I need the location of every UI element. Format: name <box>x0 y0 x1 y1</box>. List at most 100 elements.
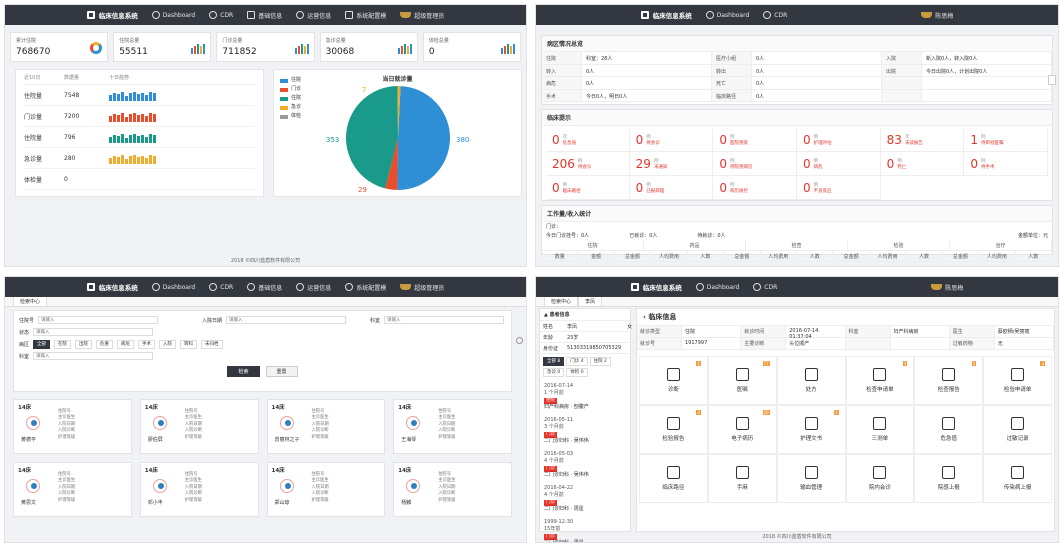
brand[interactable]: 临床信息系统 <box>86 282 138 292</box>
timeline-item[interactable]: 2016-04-22 4 个月前 门诊 二门诊妇科 · 周星 <box>540 482 630 516</box>
dept-select[interactable]: 请输入 <box>33 352 154 360</box>
visit-filter[interactable]: 急诊 0 <box>543 368 565 377</box>
function-tile[interactable]: 危急值 <box>914 405 984 454</box>
function-tile[interactable]: 医嘱 77 <box>707 356 777 405</box>
filter-chip[interactable]: 病危 <box>117 339 135 349</box>
nav-dashboard[interactable]: Dashboard <box>695 283 739 291</box>
nav-operation[interactable]: 运营信息 <box>296 11 331 20</box>
stat-card[interactable]: 门诊总量 711852 <box>216 32 315 62</box>
trend-row[interactable]: 住院量 796 <box>24 127 255 148</box>
function-tile[interactable]: 输血管理 <box>776 454 846 503</box>
reset-button[interactable]: 重置 <box>265 366 298 377</box>
nav-cdr[interactable]: CDR <box>763 11 787 19</box>
nav-operation[interactable]: 运营信息 <box>296 283 331 292</box>
visit-filter[interactable]: 门诊 4 <box>566 357 588 366</box>
filter-chip[interactable]: 全部 <box>33 339 51 349</box>
brand[interactable]: 临床信息系统 <box>630 282 682 292</box>
bed-card[interactable]: 14床 廖伯屏 住院号 主诊医生 入院日期 入院诊断 护理等级 <box>139 399 259 454</box>
clinical-tip[interactable]: 0 例已报病理 <box>629 176 714 200</box>
timeline-item[interactable]: 2016-07-14 1 个月前 住院 妇产科病房 · 剖腹产 <box>540 380 630 414</box>
nav-dashboard[interactable]: Dashboard <box>705 11 749 19</box>
user-menu[interactable]: 超级管理员 <box>400 283 444 292</box>
clinical-tip[interactable]: 0 例医院感染 <box>713 128 797 152</box>
tab-search-center[interactable]: 检索中心 <box>13 296 48 306</box>
trend-row[interactable]: 急诊量 280 <box>24 148 255 169</box>
clinical-tip[interactable]: 1 例待审批医嘱 <box>964 128 1048 152</box>
user-menu[interactable]: 超级管理员 <box>400 11 444 20</box>
tab-patient[interactable]: 李凤 <box>578 296 603 306</box>
function-tile[interactable]: 临床路径 <box>639 454 708 503</box>
clinical-tip[interactable]: 29 例未通知 <box>629 152 714 176</box>
bed-card[interactable]: 14床 黄德平 住院号 主诊医生 入院日期 入院诊断 护理等级 <box>13 399 132 454</box>
nav-config[interactable]: 系统配置模 <box>345 11 386 20</box>
nav-config[interactable]: 系统配置模 <box>345 283 386 292</box>
search-icon[interactable] <box>516 337 523 344</box>
nav-cdr[interactable]: CDR <box>209 11 233 19</box>
filter-chip[interactable]: 出院 <box>75 339 93 349</box>
filter-chip[interactable]: 在院 <box>54 339 72 349</box>
clinical-tip[interactable]: 0 例待手术 <box>964 152 1048 176</box>
bed-card[interactable]: 14床 黄思文 住院号 主诊医生 入院日期 入院诊断 护理等级 <box>13 462 132 517</box>
trend-row[interactable]: 体检量 0 <box>24 169 255 190</box>
clinical-tip[interactable]: 83 次未读报告 <box>880 128 965 152</box>
pie-slice[interactable] <box>397 86 451 190</box>
side-user-icon[interactable] <box>1048 75 1056 85</box>
clinical-tip[interactable]: 0 例死亡 <box>880 152 965 176</box>
function-tile[interactable]: 处方 <box>776 356 846 405</box>
visit-filter[interactable]: 住院 2 <box>589 357 611 366</box>
function-tile[interactable]: 诊断 2 <box>639 356 708 405</box>
nav-cdr[interactable]: CDR <box>753 283 777 291</box>
nav-dashboard[interactable]: Dashboard <box>151 11 195 19</box>
stat-card[interactable]: 急诊总量 30068 <box>319 32 418 62</box>
function-tile[interactable]: 传染病上报 <box>983 454 1052 503</box>
nav-dashboard[interactable]: Dashboard <box>151 283 195 291</box>
tab-search-center[interactable]: 检索中心 <box>544 296 579 306</box>
nav-basic-info[interactable]: 基础信息 <box>247 283 282 292</box>
clinical-tip[interactable]: 0 例待会诊 <box>629 128 714 152</box>
clinical-tip[interactable]: 0 例临床路径 <box>546 176 630 200</box>
function-tile[interactable]: 三测单 <box>845 405 915 454</box>
filter-chip[interactable]: 转科 <box>180 339 198 349</box>
timeline-item[interactable]: 1999-12-30 15年前 门诊 二门诊妇科 · 周星 <box>540 516 630 542</box>
search-button[interactable]: 检索 <box>227 366 260 377</box>
status-input[interactable]: 请输入 <box>33 328 154 336</box>
bed-card[interactable]: 14床 杨麟 住院号 主诊医生 入院日期 入院诊断 护理等级 <box>393 462 512 517</box>
function-tile[interactable]: 过敏记录 <box>983 405 1052 454</box>
dept-input[interactable]: 请输入 <box>384 316 505 324</box>
visit-filter[interactable]: 体检 0 <box>566 368 588 377</box>
inpatient-no-input[interactable]: 请输入 <box>38 316 159 324</box>
function-tile[interactable]: 手麻 <box>707 454 777 503</box>
function-tile[interactable]: 电子病历 20 <box>707 405 777 454</box>
clinical-tip[interactable]: 0 例不良反应 <box>796 176 881 200</box>
function-tile[interactable]: 检验报告 3 <box>639 405 708 454</box>
clinical-tip[interactable]: 0 例病危 <box>796 152 881 176</box>
filter-chip[interactable]: 入院 <box>159 339 177 349</box>
brand[interactable]: 临床信息系统 <box>640 10 692 20</box>
clinical-tip[interactable]: 0 次危急值 <box>546 128 630 152</box>
bed-card[interactable]: 14床 邓小丰 住院号 主诊医生 入院日期 入院诊断 护理等级 <box>139 462 259 517</box>
back-icon[interactable]: ‹ <box>643 313 649 321</box>
function-tile[interactable]: 护理文书 1 <box>776 405 846 454</box>
nav-basic-info[interactable]: 基础信息 <box>247 11 282 20</box>
timeline-item[interactable]: 2016-05-11 3 个月前 门诊 二门诊妇科 · 吴伟伟 <box>540 414 630 448</box>
trend-row[interactable]: 住院量 7548 <box>24 85 255 106</box>
function-tile[interactable]: 院内会诊 <box>845 454 915 503</box>
nav-cdr[interactable]: CDR <box>209 283 233 291</box>
visit-filter[interactable]: 全部 8 <box>543 357 565 366</box>
clinical-tip[interactable]: 0 例待院感病历 <box>713 152 797 176</box>
function-tile[interactable]: 检验申请单 3 <box>983 356 1052 405</box>
function-tile[interactable]: 检查申请单 3 <box>845 356 915 405</box>
bed-card[interactable]: 14床 曾丽林之子 住院号 主诊医生 入院日期 入院诊断 护理等级 <box>266 399 386 454</box>
clinical-tip[interactable]: 206 例待会诊 <box>546 152 630 176</box>
user-menu[interactable]: 陈思梅 <box>931 283 963 292</box>
clinical-tip[interactable]: 0 例护理评估 <box>796 128 881 152</box>
filter-chip[interactable]: 手术 <box>138 339 156 349</box>
clinical-tip[interactable]: 0 例病历质控 <box>713 176 797 200</box>
bed-card[interactable]: 14床 王海琴 住院号 主诊医生 入院日期 入院诊断 护理等级 <box>393 399 512 454</box>
stat-card[interactable]: 体检总量 0 <box>422 32 522 62</box>
function-tile[interactable]: 检查报告 2 <box>914 356 984 405</box>
stat-card[interactable]: 住院总量 55511 <box>113 32 212 62</box>
bed-card[interactable]: 14床 郑山琼 住院号 主诊医生 入院日期 入院诊断 护理等级 <box>266 462 386 517</box>
function-tile[interactable]: 院感上报 <box>914 454 984 503</box>
brand[interactable]: 临床信息系统 <box>86 10 138 20</box>
